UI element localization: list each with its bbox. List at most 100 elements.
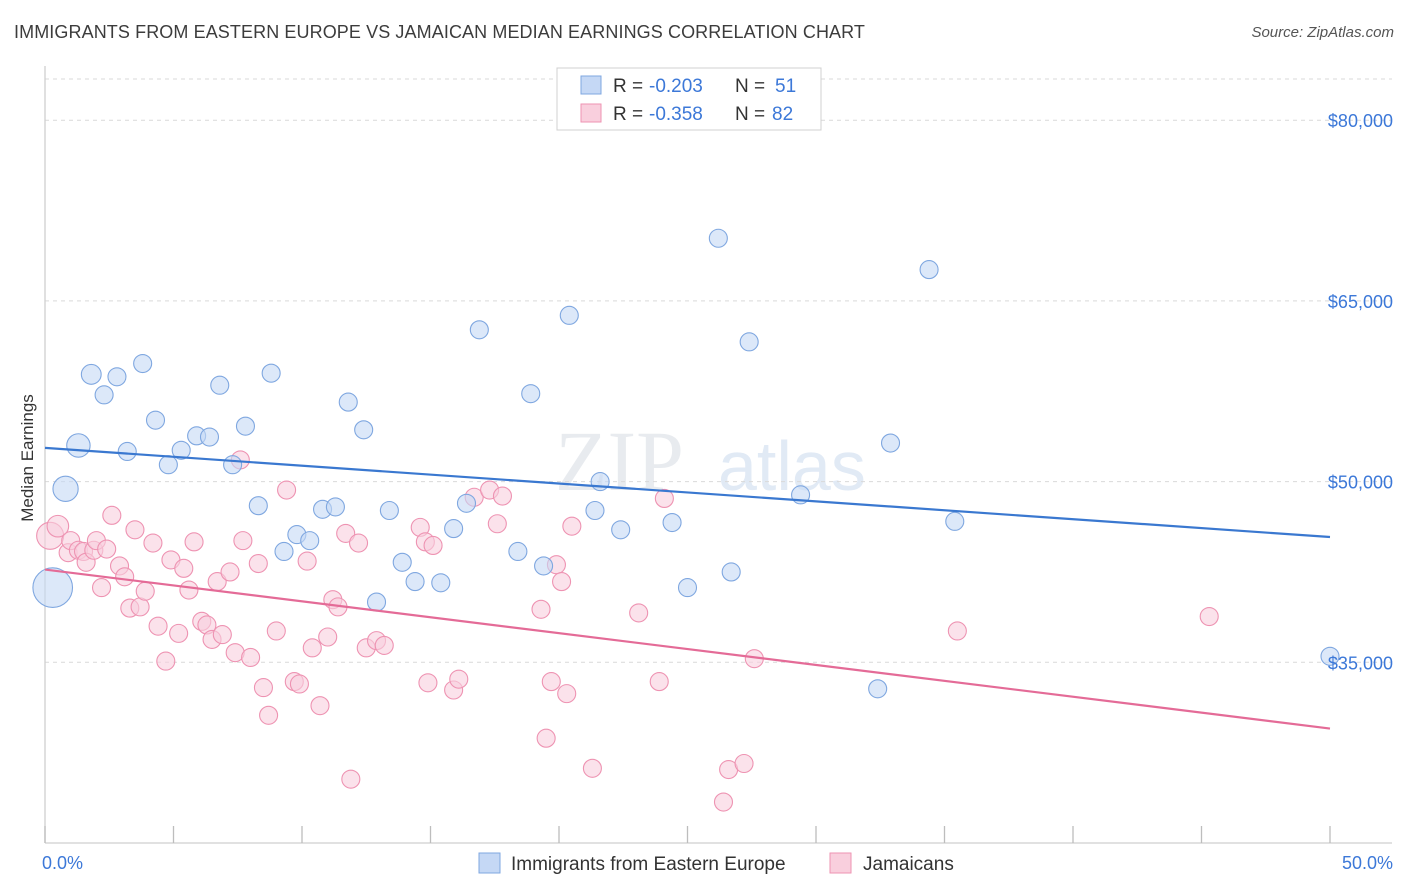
jamaicans-point-24	[179, 580, 199, 600]
jamaicans-point-60	[449, 669, 469, 689]
chart-title: IMMIGRANTS FROM EASTERN EUROPE VS JAMAIC…	[14, 22, 866, 42]
series-legend-swatch-blue	[478, 852, 501, 874]
eastern-europe-point-0	[32, 567, 74, 608]
jamaicans-point-13	[115, 567, 135, 587]
jamaicans-point-51	[348, 533, 369, 553]
eastern-europe-point-35	[534, 556, 554, 576]
y-tick-label-1: $50,000	[1328, 473, 1393, 493]
eastern-europe-trend-line	[44, 446, 1331, 539]
x-tick-label-1: 50.0%	[1342, 853, 1393, 873]
jamaicans-point-75	[654, 488, 674, 509]
jamaicans-point-10	[97, 539, 117, 559]
legend-r-value-2: -0.358	[649, 104, 703, 125]
jamaicans-point-22	[169, 623, 189, 643]
jamaicans-point-39	[266, 621, 286, 641]
legend-swatch-blue	[580, 75, 602, 95]
jamaicans-point-42	[289, 674, 309, 694]
eastern-europe-point-5	[107, 367, 127, 387]
eastern-europe-point-25	[366, 592, 387, 612]
stats-legend: R = -0.203 N = 51 R = -0.358 N = 82	[556, 67, 822, 131]
legend-n-label-2: N =	[735, 104, 765, 125]
eastern-europe-point-17	[261, 363, 281, 383]
jamaicans-point-72	[582, 758, 602, 778]
eastern-europe-point-44	[739, 332, 759, 352]
jamaicans-point-45	[310, 696, 330, 716]
legend-n-value-2: 82	[772, 104, 793, 125]
eastern-europe-point-1	[52, 475, 79, 502]
eastern-europe-point-28	[405, 572, 425, 592]
jamaicans-point-34	[233, 531, 253, 551]
jamaicans-point-81	[1199, 606, 1219, 627]
eastern-europe-point-31	[456, 493, 477, 513]
eastern-europe-point-18	[274, 541, 294, 562]
jamaicans-point-57	[423, 535, 443, 555]
eastern-europe-point-29	[431, 573, 451, 593]
series-legend-label-1: Immigrants from Eastern Europe	[511, 854, 786, 875]
jamaicans-point-11	[102, 505, 122, 525]
eastern-europe-point-49	[945, 511, 965, 531]
jamaicans-point-73	[629, 603, 649, 623]
jamaicans-point-64	[492, 486, 513, 506]
jamaicans-point-74	[649, 672, 669, 692]
jamaicans-point-71	[562, 516, 582, 536]
gridlines	[45, 78, 1392, 663]
jamaicans-point-63	[487, 514, 507, 534]
jamaicans-trend-line	[44, 568, 1331, 730]
jamaicans-point-30	[212, 625, 232, 645]
eastern-europe-point-20	[300, 531, 320, 551]
eastern-europe-point-10	[171, 440, 191, 460]
jamaicans-point-38	[259, 705, 279, 725]
axes	[44, 66, 1392, 844]
legend-r-label-1: R =	[613, 76, 643, 97]
eastern-europe-point-37	[585, 500, 605, 521]
jamaicans-point-70	[557, 684, 577, 704]
legend-swatch-pink	[580, 103, 602, 123]
eastern-europe-point-3	[80, 363, 102, 385]
series-legend: Immigrants from Eastern Europe Jamaicans	[478, 852, 954, 875]
legend-n-label-1: N =	[735, 76, 765, 97]
jamaicans-point-17	[135, 581, 155, 601]
legend-r-value-1: -0.203	[649, 76, 703, 97]
eastern-europe-point-4	[94, 385, 114, 405]
eastern-europe-point-16	[248, 496, 268, 516]
eastern-europe-point-15	[235, 416, 256, 436]
eastern-europe-point-13	[210, 375, 230, 395]
eastern-europe-point-26	[379, 500, 399, 521]
eastern-europe-point-36	[559, 305, 579, 325]
legend-n-value-1: 51	[775, 76, 796, 97]
jamaicans-point-23	[174, 558, 194, 578]
jamaicans-point-78	[734, 753, 754, 774]
eastern-europe-point-8	[145, 410, 166, 430]
legend-r-label-2: R =	[613, 104, 643, 125]
jamaicans-point-46	[318, 627, 338, 647]
jamaicans-point-80	[947, 621, 967, 641]
jamaicans-point-1	[46, 514, 70, 538]
jamaicans-point-31	[220, 562, 240, 582]
eastern-europe-point-40	[662, 513, 682, 533]
y-axis-title: Median Earnings	[18, 394, 37, 522]
eastern-europe-point-9	[158, 455, 178, 475]
series-legend-swatch-pink	[829, 852, 852, 874]
jamaicans-point-18	[143, 533, 163, 553]
jamaicans-point-66	[536, 728, 556, 748]
jamaicans-points	[36, 450, 1219, 812]
series-legend-label-2: Jamaicans	[863, 854, 954, 875]
eastern-europe-point-34	[521, 384, 541, 404]
jamaicans-point-9	[91, 578, 112, 598]
eastern-europe-point-2	[66, 433, 91, 458]
jamaicans-point-43	[297, 551, 317, 571]
eastern-europe-point-42	[708, 228, 728, 248]
eastern-europe-points	[32, 228, 1340, 699]
y-tick-label-0: $35,000	[1328, 653, 1393, 673]
eastern-europe-point-39	[611, 520, 631, 540]
eastern-europe-point-12	[199, 427, 220, 447]
eastern-europe-point-32	[469, 320, 489, 340]
jamaicans-point-49	[336, 523, 356, 543]
eastern-europe-point-43	[721, 562, 741, 582]
y-tick-label-3: $80,000	[1328, 111, 1393, 131]
jamaicans-point-76	[713, 792, 734, 812]
jamaicans-point-37	[253, 678, 274, 698]
jamaicans-point-44	[302, 638, 322, 658]
eastern-europe-point-46	[868, 679, 888, 699]
